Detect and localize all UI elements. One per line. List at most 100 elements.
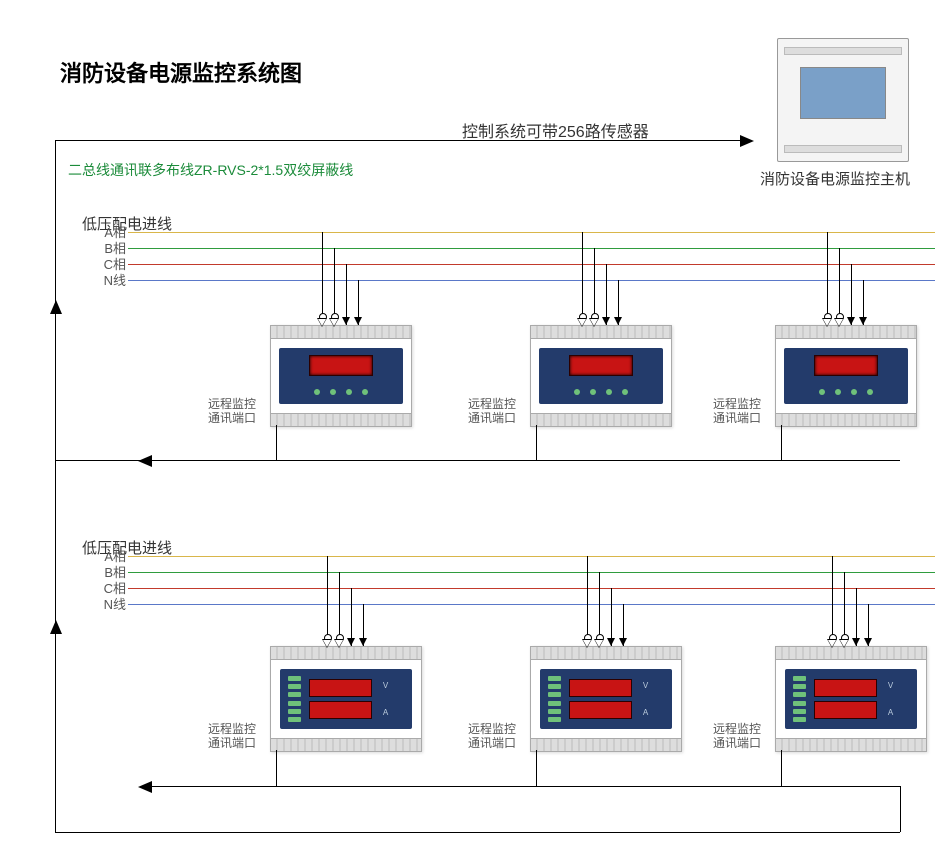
tap-arrow-solid <box>864 638 872 646</box>
wire <box>322 232 323 325</box>
wire <box>276 425 277 460</box>
tap-arrow-solid <box>607 638 615 646</box>
terminal-rail <box>271 326 411 339</box>
control-note: 控制系统可带256路传感器 <box>462 118 649 142</box>
port-label: 远程监控通讯端口 <box>468 397 516 425</box>
terminal-rail <box>776 647 926 660</box>
led-display-a <box>309 701 372 720</box>
wire <box>128 248 935 249</box>
host-label: 消防设备电源监控主机 <box>760 168 910 189</box>
wire <box>582 232 583 325</box>
terminal-rail <box>531 738 681 751</box>
arrow-up-icon <box>50 620 62 634</box>
sensor-module-type1 <box>530 325 672 427</box>
indicator-leds <box>288 676 301 722</box>
terminal-rail <box>776 738 926 751</box>
indicator-leds <box>819 389 873 398</box>
wire <box>276 750 277 786</box>
sensor-module-type1 <box>775 325 917 427</box>
wire <box>606 264 607 325</box>
port-label: 远程监控通讯端口 <box>713 722 761 750</box>
device-panel <box>539 348 662 404</box>
device-panel <box>279 348 402 404</box>
unit-v: V <box>643 681 648 690</box>
tap-arrow-solid <box>847 317 855 325</box>
wire <box>536 425 537 460</box>
tap-arrow-open <box>595 640 603 647</box>
tap-arrow-open <box>823 319 831 326</box>
wire <box>587 556 588 646</box>
wire <box>781 425 782 460</box>
tap-arrow-solid <box>614 317 622 325</box>
tap-arrow-open <box>840 640 848 647</box>
led-display-a <box>814 701 877 720</box>
unit-a: A <box>888 708 893 717</box>
sensor-module-type2: VA <box>270 646 422 752</box>
unit-a: A <box>383 708 388 717</box>
arrow-left-icon <box>138 455 152 467</box>
wire <box>128 556 935 557</box>
sensor-module-type2: VA <box>530 646 682 752</box>
wire <box>55 832 900 833</box>
wire <box>55 140 740 141</box>
unit-v: V <box>888 681 893 690</box>
tap-arrow-open <box>583 640 591 647</box>
indicator-leds <box>793 676 806 722</box>
unit-v: V <box>383 681 388 690</box>
monitor-host-box <box>777 38 909 162</box>
port-label: 远程监控通讯端口 <box>208 722 256 750</box>
wire <box>128 232 935 233</box>
tap-arrow-solid <box>354 317 362 325</box>
led-display <box>309 355 373 376</box>
wire <box>827 232 828 325</box>
led-display-v <box>309 679 372 698</box>
wire <box>152 460 900 461</box>
wire <box>128 280 935 281</box>
port-label: 远程监控通讯端口 <box>713 397 761 425</box>
arrow-up-icon <box>50 300 62 314</box>
arrow-left-icon <box>138 781 152 793</box>
tap-arrow-open <box>330 319 338 326</box>
terminal-rail <box>271 413 411 426</box>
wire <box>152 786 900 787</box>
host-bottom-strip <box>784 145 902 153</box>
led-display-v <box>569 679 632 698</box>
diagram-title: 消防设备电源监控系统图 <box>60 56 302 88</box>
tap-arrow-solid <box>359 638 367 646</box>
port-label: 远程监控通讯端口 <box>468 722 516 750</box>
wire <box>128 264 935 265</box>
led-display <box>569 355 633 376</box>
device-panel <box>784 348 907 404</box>
wire <box>832 556 833 646</box>
terminal-rail <box>776 413 916 426</box>
terminal-rail <box>531 647 681 660</box>
host-top-strip <box>784 47 902 55</box>
host-screen <box>800 67 886 119</box>
led-display <box>814 355 878 376</box>
wire <box>346 264 347 325</box>
bus-spec-label: 二总线通讯联多布线ZR-RVS-2*1.5双绞屏蔽线 <box>68 160 353 180</box>
device-panel: VA <box>785 669 917 729</box>
tap-arrow-solid <box>859 317 867 325</box>
led-display-v <box>814 679 877 698</box>
wire <box>55 460 152 461</box>
sensor-module-type1 <box>270 325 412 427</box>
unit-a: A <box>643 708 648 717</box>
tap-arrow-solid <box>619 638 627 646</box>
wire <box>128 604 935 605</box>
wire <box>128 588 935 589</box>
indicator-leds <box>314 389 368 398</box>
tap-arrow-open <box>578 319 586 326</box>
tap-arrow-solid <box>602 317 610 325</box>
tap-arrow-solid <box>347 638 355 646</box>
wire <box>128 572 935 573</box>
wire <box>327 556 328 646</box>
tap-arrow-open <box>828 640 836 647</box>
wire <box>900 786 901 832</box>
tap-arrow-open <box>590 319 598 326</box>
indicator-leds <box>574 389 628 398</box>
arrow-right-icon <box>740 135 754 147</box>
wire <box>536 750 537 786</box>
tap-arrow-open <box>335 640 343 647</box>
port-label: 远程监控通讯端口 <box>208 397 256 425</box>
